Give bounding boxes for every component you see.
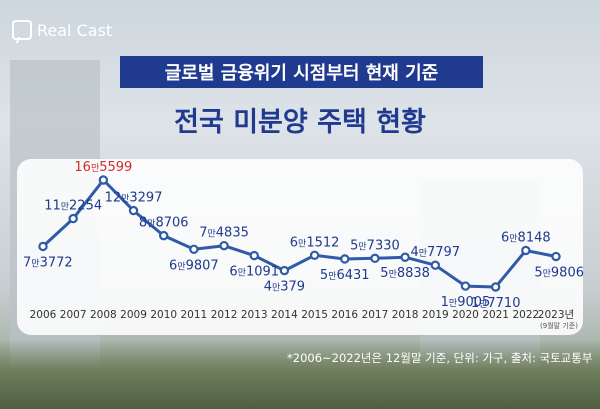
data-label: 4만7797 bbox=[410, 245, 460, 260]
x-tick-sublabel: (9월말 기준) bbox=[540, 321, 578, 330]
data-point bbox=[38, 241, 48, 252]
tree-line bbox=[0, 339, 600, 409]
x-tick-label: 2010 bbox=[150, 309, 177, 321]
data-point bbox=[430, 260, 440, 270]
data-point bbox=[490, 282, 501, 292]
series-line bbox=[41, 178, 558, 289]
page-title: 전국 미분양 주택 현황 bbox=[174, 107, 426, 138]
data-label: 4만379 bbox=[264, 280, 305, 295]
x-tick-label: 2013 bbox=[241, 309, 268, 321]
data-point bbox=[159, 230, 169, 241]
data-label: 7만3772 bbox=[23, 255, 73, 270]
data-point bbox=[400, 252, 410, 262]
data-point bbox=[249, 250, 259, 261]
data-point bbox=[189, 244, 199, 255]
x-tick-label: 2020 bbox=[452, 309, 479, 321]
subtitle-banner: 글로벌 금융위기 시점부터 현재 기준 bbox=[120, 56, 483, 88]
data-point bbox=[340, 254, 350, 264]
data-point bbox=[219, 240, 229, 251]
footnote: *2006~2022년은 12월말 기준, 단위: 가구, 출처: 국토교통부 bbox=[287, 351, 593, 365]
data-point bbox=[309, 250, 320, 261]
data-point bbox=[279, 265, 290, 276]
data-point bbox=[98, 175, 109, 185]
data-label: 5만6431 bbox=[320, 268, 370, 283]
data-label: 5만7330 bbox=[350, 238, 400, 253]
data-point bbox=[551, 251, 561, 262]
data-label: 7만4835 bbox=[199, 226, 249, 241]
chat-bubble-icon bbox=[12, 20, 32, 40]
x-tick-label: 2015 bbox=[301, 309, 328, 321]
data-label: 1만7710 bbox=[471, 296, 521, 311]
x-tick-label: 2021 bbox=[482, 309, 509, 321]
data-point bbox=[68, 213, 78, 224]
x-tick-label: 2012 bbox=[211, 309, 238, 321]
x-tick-label: 2023년 bbox=[538, 309, 574, 321]
data-label: 1만9005 bbox=[441, 295, 491, 310]
data-label: 11만2254 bbox=[44, 199, 102, 214]
data-label: 16만5599 bbox=[74, 160, 132, 175]
data-label: 6만1512 bbox=[290, 235, 340, 250]
x-tick-label: 2009 bbox=[120, 309, 147, 321]
x-tick-label: 2018 bbox=[392, 309, 419, 321]
data-point bbox=[460, 281, 471, 291]
x-tick-label: 2022 bbox=[512, 309, 539, 321]
data-label: 5만8838 bbox=[380, 266, 430, 281]
subtitle-text: 글로벌 금융위기 시점부터 현재 기준 bbox=[164, 63, 439, 84]
data-point bbox=[521, 245, 531, 256]
x-tick-label: 2006 bbox=[30, 309, 57, 321]
data-point bbox=[128, 205, 139, 216]
data-label: 6만8148 bbox=[501, 231, 551, 246]
x-tick-label: 2007 bbox=[60, 309, 87, 321]
data-label: 8만8706 bbox=[139, 216, 189, 231]
x-tick-label: 2008 bbox=[90, 309, 117, 321]
data-label: 6만1091 bbox=[229, 265, 279, 280]
x-tick-label: 2019 bbox=[422, 309, 449, 321]
data-label: 12만3297 bbox=[105, 191, 163, 206]
brand-name: Real Cast bbox=[37, 20, 113, 40]
x-tick-label: 2016 bbox=[331, 309, 358, 321]
x-tick-label: 2017 bbox=[362, 309, 389, 321]
x-tick-label: 2011 bbox=[181, 309, 208, 321]
x-tick-label: 2014 bbox=[271, 309, 298, 321]
brand-logo: Real Cast bbox=[12, 20, 112, 40]
data-label: 6만9807 bbox=[169, 258, 219, 273]
data-point bbox=[370, 253, 380, 264]
data-label: 5만9806 bbox=[534, 266, 584, 281]
